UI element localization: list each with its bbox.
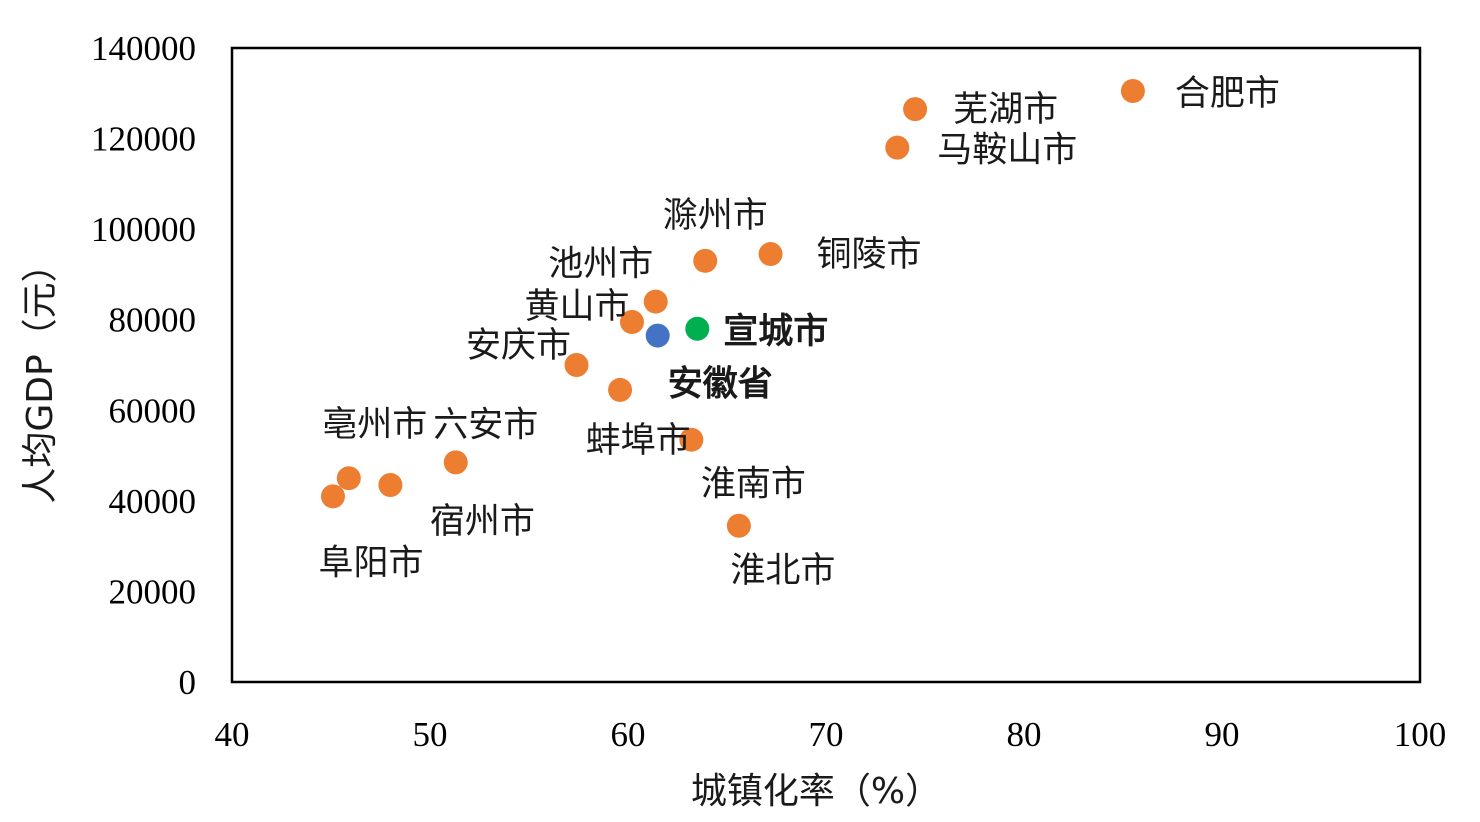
data-point-city bbox=[564, 353, 589, 377]
point-label: 马鞍山市 bbox=[937, 131, 1077, 171]
point-label: 亳州市 bbox=[322, 405, 427, 445]
data-points bbox=[320, 79, 1145, 538]
y-axis-title: 人均GDP（元） bbox=[20, 246, 61, 503]
y-tick-labels: 0 20000 40000 60000 80000 100000 120000 140000 bbox=[91, 29, 196, 702]
data-point-city bbox=[443, 450, 468, 475]
y-tick-label: 80000 bbox=[109, 301, 197, 340]
data-point-city bbox=[726, 513, 751, 538]
x-tick-label: 60 bbox=[611, 715, 646, 754]
point-label: 安庆市 bbox=[466, 326, 571, 366]
y-tick-label: 20000 bbox=[109, 572, 197, 611]
point-label: 淮南市 bbox=[701, 465, 806, 505]
x-axis-title: 城镇化率（%） bbox=[691, 771, 941, 812]
data-point-city bbox=[885, 135, 910, 160]
data-point-city bbox=[758, 242, 783, 267]
data-point-province bbox=[645, 323, 670, 348]
x-tick-labels: 40 50 60 70 80 90 100 bbox=[215, 715, 1447, 754]
point-label: 六安市 bbox=[433, 405, 538, 445]
y-tick-label: 100000 bbox=[91, 210, 196, 249]
data-point-city bbox=[619, 309, 644, 334]
x-tick-label: 80 bbox=[1007, 715, 1042, 754]
y-tick-label: 140000 bbox=[91, 29, 196, 68]
point-label: 阜阳市 bbox=[318, 543, 423, 583]
x-tick-label: 100 bbox=[1394, 715, 1447, 754]
data-point-city bbox=[679, 427, 704, 452]
point-label: 滁州市 bbox=[663, 196, 768, 236]
y-tick-label: 120000 bbox=[91, 120, 196, 159]
point-label: 宿州市 bbox=[430, 502, 535, 542]
y-tick-label: 60000 bbox=[109, 391, 197, 430]
data-point-highlight bbox=[685, 316, 710, 341]
plot-area bbox=[230, 46, 1422, 684]
data-point-city bbox=[643, 289, 668, 314]
point-label: 池州市 bbox=[548, 245, 653, 285]
data-point-city bbox=[336, 466, 361, 491]
data-point-city bbox=[378, 473, 403, 498]
point-label: 合肥市 bbox=[1175, 74, 1280, 114]
y-tick-label: 0 bbox=[179, 663, 197, 702]
x-tick-label: 70 bbox=[809, 715, 844, 754]
data-point-city bbox=[693, 248, 718, 273]
point-label: 芜湖市 bbox=[953, 90, 1058, 130]
data-point-city bbox=[1120, 79, 1145, 104]
x-tick-label: 90 bbox=[1205, 715, 1240, 754]
data-point-city bbox=[608, 377, 633, 402]
x-tick-label: 50 bbox=[413, 715, 448, 754]
point-label: 宣城市 bbox=[723, 312, 828, 352]
point-label: 黄山市 bbox=[524, 287, 629, 327]
point-label: 蚌埠市 bbox=[586, 421, 691, 461]
point-label: 安徽省 bbox=[668, 365, 773, 405]
data-point-city bbox=[903, 97, 928, 122]
data-point-city bbox=[320, 484, 345, 509]
point-label: 淮北市 bbox=[730, 551, 835, 591]
y-tick-label: 40000 bbox=[109, 482, 197, 521]
point-label: 铜陵市 bbox=[817, 235, 922, 275]
x-tick-label: 40 bbox=[215, 715, 250, 754]
